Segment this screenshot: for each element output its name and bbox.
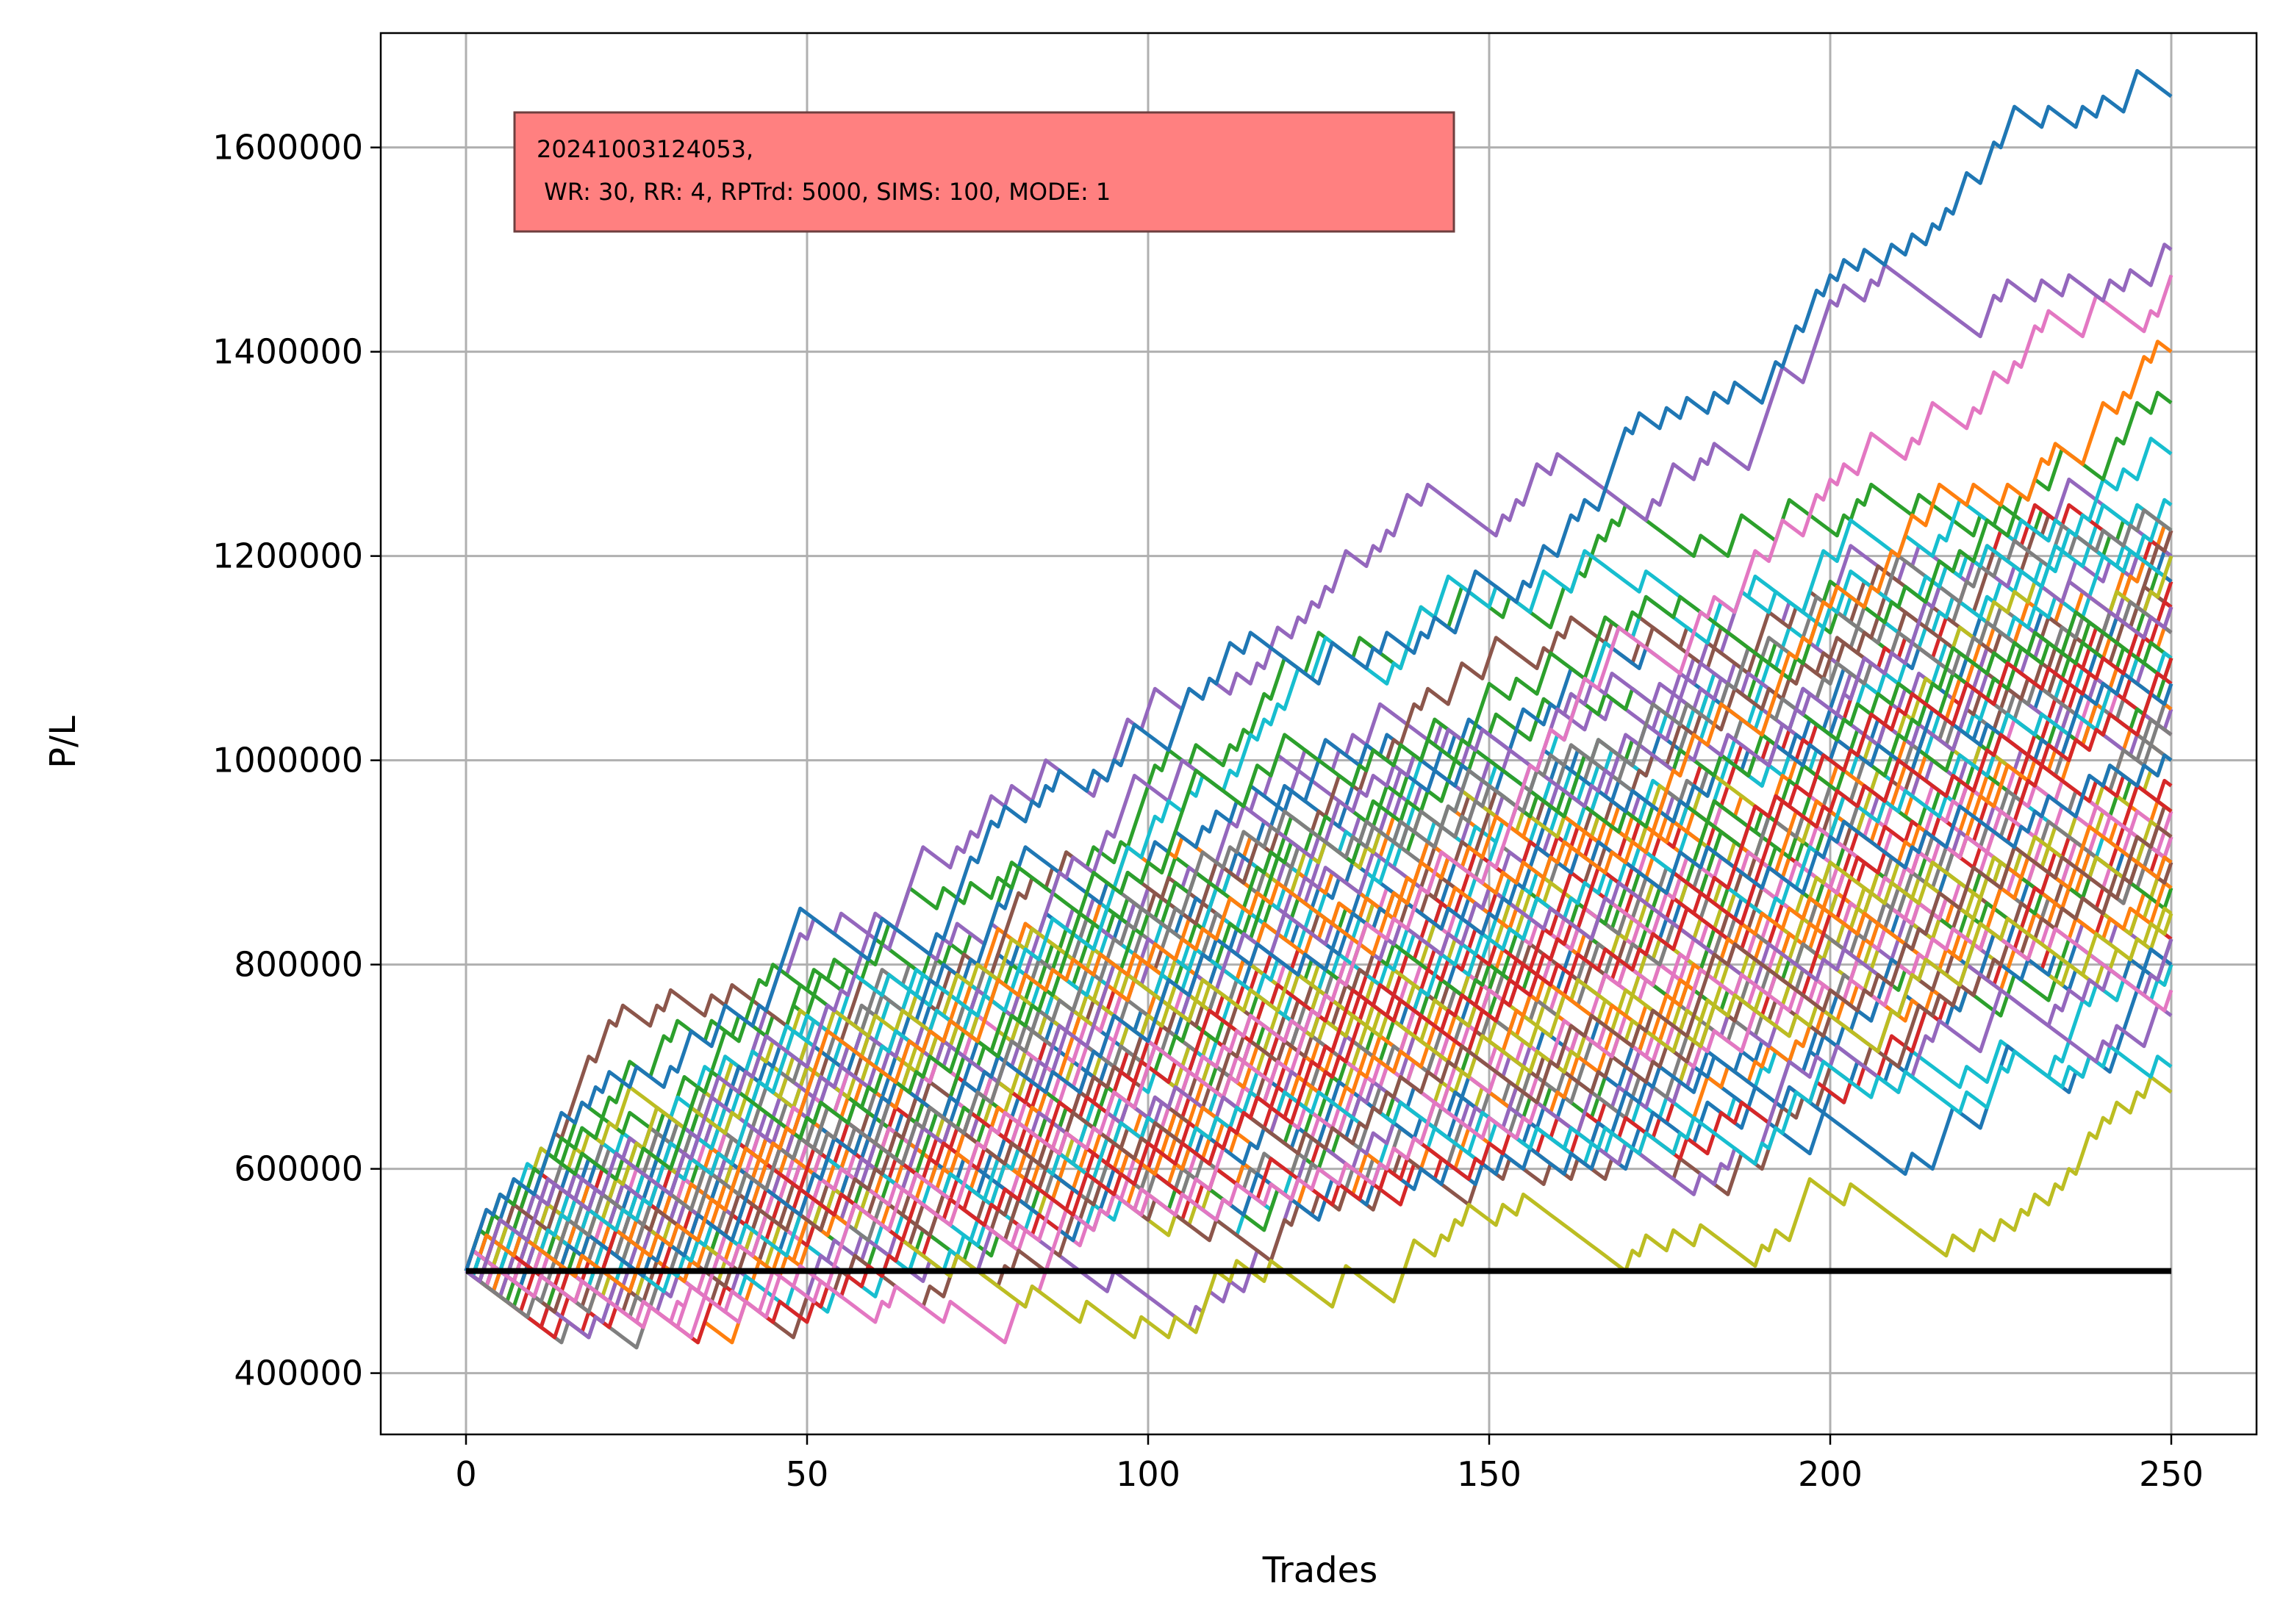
series-line xyxy=(464,530,2173,1272)
series-line xyxy=(465,641,2173,1304)
y-tick-label: 1400000 xyxy=(212,332,363,372)
series-lines xyxy=(464,68,2173,1350)
series-line xyxy=(465,436,2173,1279)
annotation-background xyxy=(513,111,1455,233)
plot-frame xyxy=(379,32,2258,1436)
y-tick-label: 1600000 xyxy=(212,128,363,168)
annotation-box: 20241003124053, WR: 30, RR: 4, RPTrd: 50… xyxy=(513,111,1455,233)
series-line xyxy=(465,1075,2173,1340)
x-tick-label: 200 xyxy=(1798,1454,1863,1494)
series-line xyxy=(464,68,2173,1272)
y-tick-label: 600000 xyxy=(234,1149,363,1189)
x-axis-label: Trades xyxy=(1262,1550,1377,1591)
series-line xyxy=(464,390,2173,1272)
series-line xyxy=(464,824,2173,1272)
series-line xyxy=(464,906,2173,1272)
x-tick-label: 0 xyxy=(455,1454,476,1494)
series-line xyxy=(464,615,2173,1279)
series-line xyxy=(465,753,2173,1288)
x-tick-label: 50 xyxy=(786,1454,829,1494)
y-axis-label: P/L xyxy=(43,716,84,769)
x-tick-label: 100 xyxy=(1116,1454,1180,1494)
annotation-line-2: WR: 30, RR: 4, RPTrd: 5000, SIMS: 100, M… xyxy=(537,178,1111,206)
series-line xyxy=(465,242,2173,1283)
y-tick-label: 400000 xyxy=(234,1354,363,1393)
annotation-line-1: 20241003124053, xyxy=(537,135,753,163)
series-line xyxy=(465,508,2173,1319)
x-tick-label: 150 xyxy=(1457,1454,1522,1494)
y-tick-label: 1200000 xyxy=(212,536,363,576)
y-tick-label: 1000000 xyxy=(212,741,363,780)
axis-ticks: 0 50 100 150 200 250 400000 600000 800000 1000000… xyxy=(212,128,2204,1494)
series-line xyxy=(464,339,2173,1293)
y-tick-label: 800000 xyxy=(234,945,363,985)
series-line xyxy=(464,274,2173,1340)
x-tick-label: 250 xyxy=(2139,1454,2204,1494)
series-line xyxy=(465,1044,2173,1293)
series-line xyxy=(465,927,2173,1324)
